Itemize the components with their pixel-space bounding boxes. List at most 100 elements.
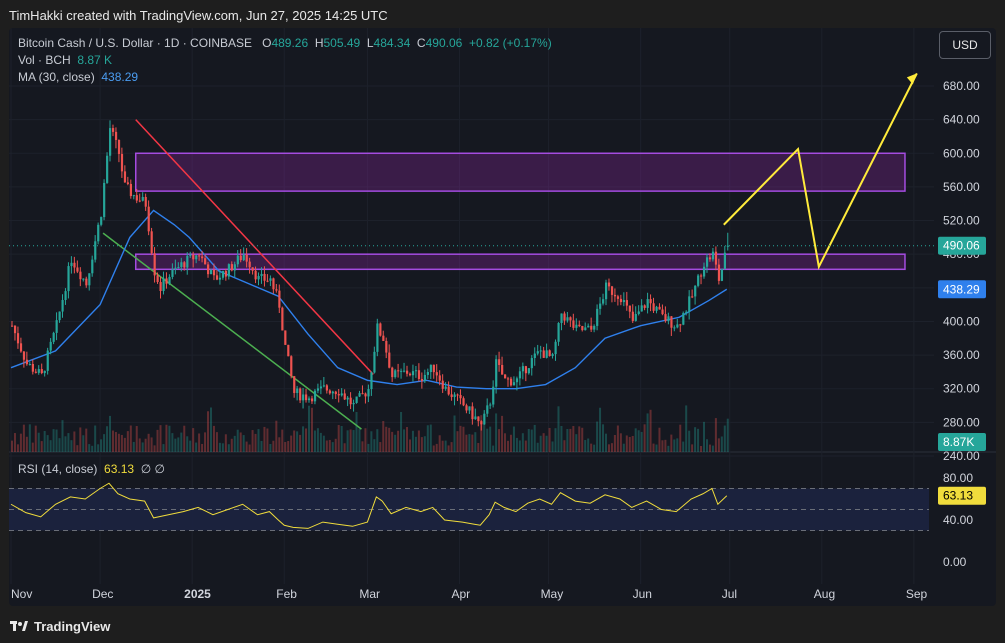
rsi-line — [10, 482, 728, 529]
trend-layer — [9, 72, 934, 430]
volume-bar — [640, 431, 643, 452]
volume-bar — [700, 445, 703, 452]
rsi-tick-label: 80.00 — [943, 471, 973, 485]
volume-bar — [426, 425, 429, 452]
volume-bar — [85, 428, 88, 452]
volume-bar — [195, 442, 198, 452]
candle-body — [414, 370, 418, 372]
price-tick-label: 640.00 — [943, 113, 980, 127]
time-tick-label: Feb — [276, 587, 297, 601]
currency-button[interactable]: USD — [939, 31, 991, 59]
candle-body — [450, 394, 453, 398]
candle-body — [349, 397, 352, 405]
volume-bar — [257, 429, 260, 452]
volume-bar — [322, 435, 325, 452]
volume-bar — [616, 425, 619, 452]
candle-body — [28, 363, 32, 365]
candle-body — [566, 317, 569, 321]
candle-body — [352, 402, 355, 405]
candle-body — [483, 413, 486, 425]
volume-bar — [711, 445, 714, 452]
candle-body — [174, 267, 177, 270]
volume-bar — [456, 431, 459, 452]
volume-bar — [313, 430, 316, 452]
brand-name: TradingView — [34, 619, 111, 634]
candle-body — [616, 296, 620, 299]
volume-bar — [245, 441, 248, 452]
volume-bar — [144, 438, 147, 452]
candle-body — [420, 379, 424, 381]
volume-bar — [334, 438, 337, 452]
volume-value: 8.87 K — [77, 53, 113, 67]
volume-bar — [305, 428, 308, 452]
price-tick-label: 320.00 — [943, 382, 980, 396]
high-label: H — [314, 36, 324, 50]
ma-value-badge-bg — [938, 280, 986, 299]
candle-body — [554, 341, 557, 355]
volume-bar — [106, 426, 109, 452]
volume-bar — [358, 428, 361, 452]
volume-bar — [587, 438, 590, 452]
volume-bar — [212, 425, 215, 452]
candle-body — [429, 364, 432, 373]
candle-body — [343, 393, 346, 400]
volume-bar — [224, 434, 227, 452]
volume-bar — [331, 442, 334, 452]
volume-bar — [103, 434, 106, 452]
candle-body — [198, 255, 201, 257]
volume-bar — [489, 426, 492, 452]
volume-bar — [343, 443, 346, 452]
volume-bar — [198, 433, 201, 452]
time-tick-label: Apr — [451, 587, 470, 601]
candle-body — [667, 316, 670, 322]
time-tick-label: Sep — [906, 587, 928, 601]
volume-bar — [539, 435, 542, 452]
descending-resistance-trendline — [135, 119, 374, 375]
candle-body — [266, 280, 269, 282]
volume-bar — [37, 432, 40, 452]
volume-bar — [486, 428, 489, 452]
candle-body — [661, 309, 664, 315]
volume-bar — [296, 431, 299, 452]
candle-body — [504, 374, 507, 379]
candle-body — [438, 375, 441, 381]
candle-body — [468, 406, 471, 411]
volume-bar — [610, 443, 613, 452]
rsi-extra-icons: ∅ ∅ — [140, 462, 165, 476]
candle-body — [515, 378, 519, 383]
candle-body — [634, 313, 637, 321]
volume-bar — [373, 439, 376, 452]
ma-legend: MA (30, close) 438.29 — [18, 70, 138, 84]
candle-body — [135, 195, 138, 201]
volume-bar — [607, 444, 610, 452]
chart-panel[interactable]: 240.00280.00320.00360.00400.00440.00480.… — [9, 28, 996, 606]
candle-body — [215, 275, 219, 280]
volume-layer — [11, 405, 729, 452]
volume-badge-bg — [938, 433, 986, 451]
volume-bar — [376, 429, 379, 452]
volume-bar — [391, 431, 394, 452]
candle-body — [563, 313, 566, 321]
volume-bar — [423, 436, 426, 452]
volume-bar — [462, 426, 465, 452]
candle-body — [688, 296, 691, 312]
candle-body — [91, 259, 94, 274]
volume-bar — [697, 428, 700, 452]
candle-body — [506, 378, 510, 380]
volume-bar — [201, 443, 204, 452]
volume-bar — [551, 441, 554, 452]
volume-bar — [468, 434, 471, 452]
volume-bar — [58, 438, 61, 452]
volume-bar — [308, 405, 310, 452]
volume-bar — [61, 420, 64, 452]
volume-bar — [685, 405, 688, 452]
candle-body — [67, 266, 70, 292]
volume-bar — [581, 427, 584, 452]
candle-body — [316, 388, 320, 391]
volume-bar — [619, 433, 622, 452]
volume-bar — [162, 444, 165, 452]
volume-bar — [613, 435, 616, 452]
volume-bar — [385, 426, 388, 452]
candle-body — [545, 350, 548, 358]
price-chart-svg[interactable]: 240.00280.00320.00360.00400.00440.00480.… — [9, 28, 996, 606]
